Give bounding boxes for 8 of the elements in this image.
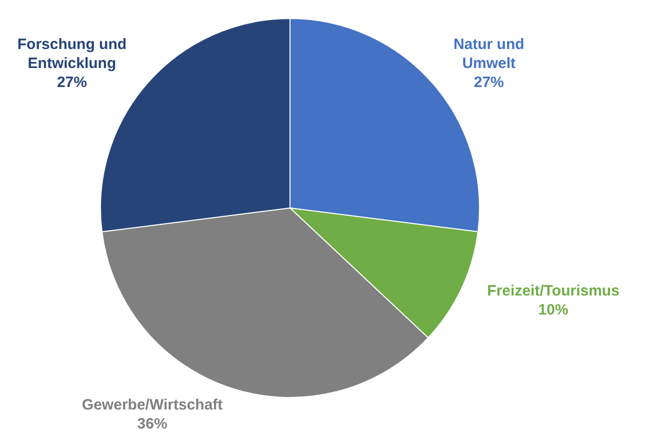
slice-label: Gewerbe/Wirtschaft [82,396,223,414]
slice-label: Natur und Umwelt [453,36,524,72]
data-label: 10% [538,301,568,318]
data-label: 27% [56,74,87,92]
data-label: 36% [137,416,168,433]
data-label: 27% [474,74,504,92]
slice-label: Freizeit/Tourismus [487,282,620,300]
slice-label: Forschung und Entwicklung [17,36,127,72]
